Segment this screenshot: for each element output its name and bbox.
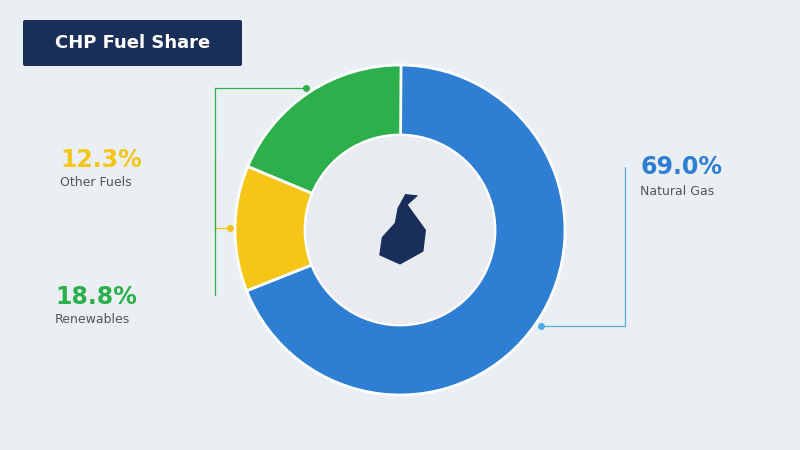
Wedge shape — [235, 166, 312, 291]
Circle shape — [306, 136, 494, 324]
Wedge shape — [246, 65, 565, 395]
Text: 69.0%: 69.0% — [640, 155, 722, 179]
Text: 18.8%: 18.8% — [55, 285, 137, 309]
Text: Renewables: Renewables — [55, 313, 130, 326]
Text: CHP Fuel Share: CHP Fuel Share — [55, 34, 210, 52]
Text: 12.3%: 12.3% — [60, 148, 142, 172]
Text: Natural Gas: Natural Gas — [640, 185, 714, 198]
Text: Other Fuels: Other Fuels — [60, 176, 132, 189]
Wedge shape — [248, 65, 401, 194]
PathPatch shape — [379, 194, 426, 265]
FancyBboxPatch shape — [23, 20, 242, 66]
